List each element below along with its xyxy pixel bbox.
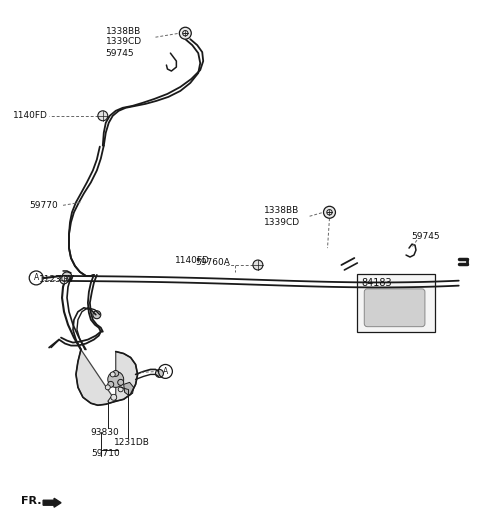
Text: 59710: 59710: [91, 450, 120, 458]
Text: 93830: 93830: [91, 427, 120, 436]
Text: 1338BB: 1338BB: [106, 27, 141, 36]
Text: 59745: 59745: [106, 48, 134, 57]
Circle shape: [108, 372, 124, 387]
Circle shape: [93, 311, 101, 319]
Text: 1338BB: 1338BB: [264, 206, 299, 215]
Text: 1123GV: 1123GV: [39, 276, 75, 285]
Circle shape: [253, 260, 263, 270]
Text: 1140FD: 1140FD: [13, 111, 48, 120]
Text: 59745: 59745: [411, 232, 440, 241]
Text: 1140FD: 1140FD: [175, 256, 210, 265]
Text: 59760A: 59760A: [195, 258, 230, 267]
Polygon shape: [124, 383, 133, 395]
Circle shape: [156, 369, 164, 377]
Text: FR.: FR.: [21, 496, 42, 506]
Text: 1339CD: 1339CD: [106, 37, 142, 46]
Circle shape: [98, 111, 108, 121]
Text: 59770: 59770: [29, 201, 58, 210]
Circle shape: [110, 372, 115, 377]
FancyArrow shape: [43, 498, 61, 507]
Circle shape: [105, 385, 110, 390]
Circle shape: [62, 272, 72, 282]
Circle shape: [111, 394, 117, 401]
Text: A: A: [34, 274, 39, 282]
Text: A: A: [163, 367, 168, 376]
Circle shape: [118, 379, 124, 385]
Circle shape: [324, 206, 336, 218]
Text: 84183: 84183: [361, 278, 392, 288]
Text: 1231DB: 1231DB: [114, 437, 150, 446]
Polygon shape: [76, 349, 138, 405]
Circle shape: [180, 27, 192, 39]
FancyBboxPatch shape: [364, 289, 425, 327]
Text: 1339CD: 1339CD: [264, 218, 300, 227]
Circle shape: [60, 276, 68, 284]
Bar: [357, 274, 435, 331]
Circle shape: [108, 382, 114, 387]
Circle shape: [113, 370, 119, 376]
Circle shape: [118, 387, 123, 392]
